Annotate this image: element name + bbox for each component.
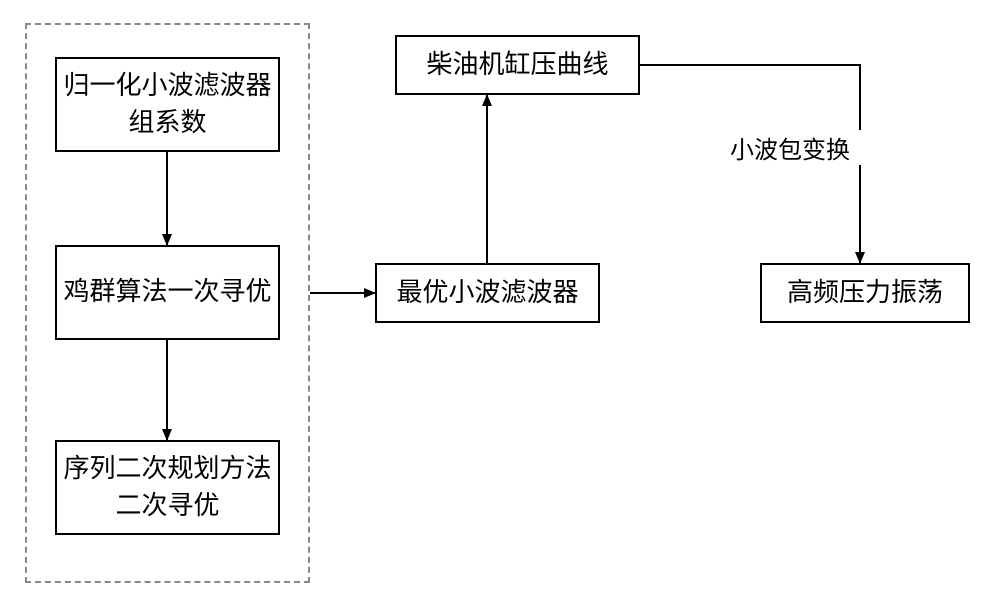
edge-label-wavelet-packet-transform: 小波包变换 xyxy=(715,130,865,165)
node-chicken-swarm-opt: 鸡群算法一次寻优 xyxy=(55,245,280,340)
node-cylinder-pressure-curve: 柴油机缸压曲线 xyxy=(395,35,640,95)
node-optimal-wavelet-filter: 最优小波滤波器 xyxy=(375,263,600,323)
node-label: 柴油机缸压曲线 xyxy=(426,47,608,83)
node-label: 序列二次规划方法二次寻优 xyxy=(61,451,274,524)
node-label: 鸡群算法一次寻优 xyxy=(63,274,271,310)
node-label: 归一化小波滤波器组系数 xyxy=(61,68,274,141)
node-sqp-second-opt: 序列二次规划方法二次寻优 xyxy=(55,440,280,535)
flowchart-canvas: 归一化小波滤波器组系数 鸡群算法一次寻优 序列二次规划方法二次寻优 最优小波滤波… xyxy=(0,0,1000,614)
node-high-freq-pressure-osc: 高频压力振荡 xyxy=(760,263,970,323)
edge-label-text: 小波包变换 xyxy=(730,138,850,164)
node-normalize-wavelet-coeffs: 归一化小波滤波器组系数 xyxy=(55,57,280,152)
node-label: 高频压力振荡 xyxy=(787,275,943,311)
node-label: 最优小波滤波器 xyxy=(396,275,578,311)
